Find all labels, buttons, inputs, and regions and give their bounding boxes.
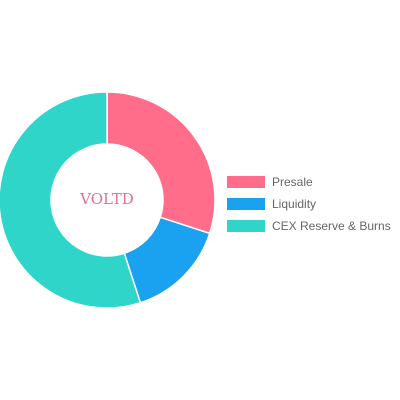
legend-swatch-liquidity — [227, 198, 265, 210]
slices-group — [0, 91, 216, 309]
legend-item-presale[interactable]: Presale — [227, 171, 391, 193]
center-label: VOLTD — [79, 190, 134, 208]
slice-presale[interactable] — [106, 91, 216, 235]
legend-item-cex-reserve-burns[interactable]: CEX Reserve & Burns — [227, 215, 391, 237]
legend-item-liquidity[interactable]: Liquidity — [227, 193, 391, 215]
legend: Presale Liquidity CEX Reserve & Burns — [227, 171, 391, 237]
legend-swatch-presale — [227, 176, 265, 188]
legend-label-presale: Presale — [272, 175, 313, 189]
slice-cex-reserve-burns[interactable] — [0, 91, 142, 309]
slice-liquidity[interactable] — [123, 216, 211, 304]
legend-swatch-cex-reserve-burns — [227, 220, 265, 232]
legend-label-cex-reserve-burns: CEX Reserve & Burns — [272, 219, 391, 233]
legend-label-liquidity: Liquidity — [272, 197, 317, 211]
